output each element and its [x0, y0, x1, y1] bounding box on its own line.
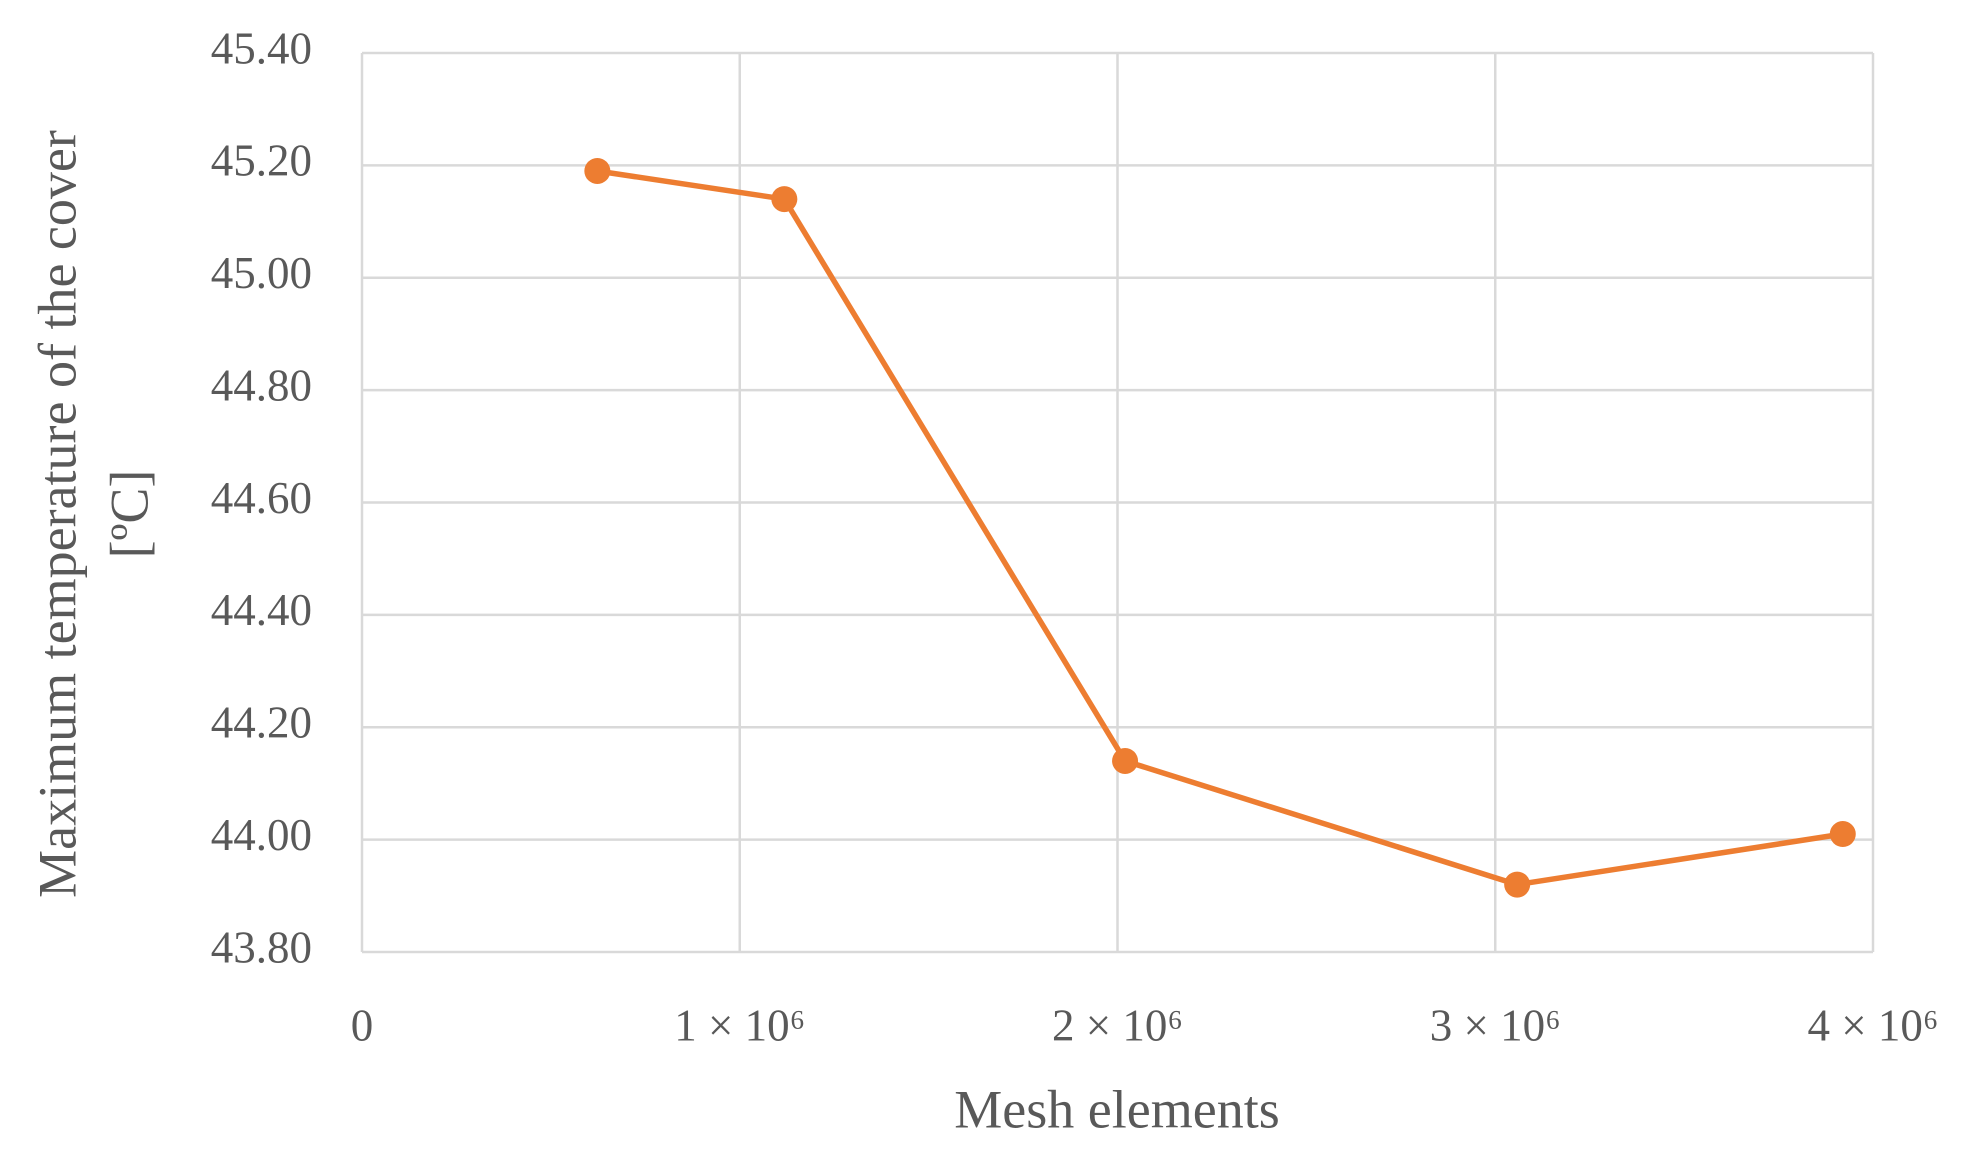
y-tick-label: 44.20: [211, 698, 312, 748]
x-axis-label: Mesh elements: [954, 1079, 1279, 1139]
data-point: [1829, 821, 1856, 848]
data-point: [1504, 871, 1531, 898]
y-tick-label: 45.40: [211, 23, 312, 73]
data-point: [584, 157, 611, 184]
x-tick-label: 4 × 10⁶: [1807, 1000, 1938, 1050]
y-tick-label: 44.80: [211, 360, 312, 410]
data-point: [771, 186, 798, 213]
y-axis-label: Maximum temperature of the cover: [27, 130, 87, 898]
x-tick-label: 1 × 10⁶: [674, 1000, 805, 1050]
y-tick-label: 44.60: [211, 473, 312, 523]
y-axis-label: [ºC]: [99, 470, 159, 559]
y-tick-label: 43.80: [211, 922, 312, 972]
x-tick-label: 2 × 10⁶: [1052, 1000, 1183, 1050]
x-tick-label: 0: [351, 1000, 374, 1050]
y-tick-label: 45.20: [211, 136, 312, 186]
data-point: [1112, 747, 1139, 774]
y-tick-label: 44.40: [211, 585, 312, 635]
x-tick-label: 3 × 10⁶: [1430, 1000, 1561, 1050]
y-tick-label: 45.00: [211, 248, 312, 298]
y-tick-label: 44.00: [211, 810, 312, 860]
